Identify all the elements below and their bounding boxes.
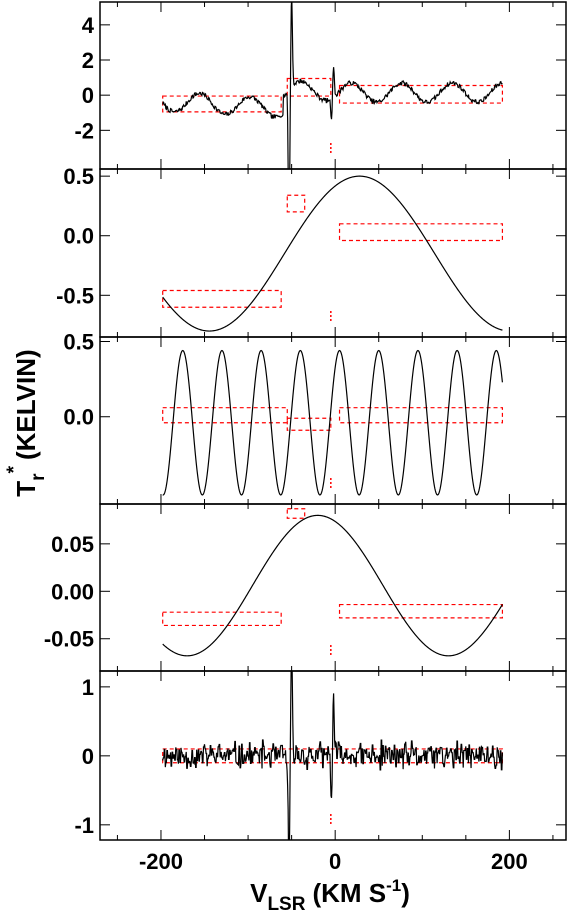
spectrum-line — [162, 175, 503, 332]
y-tick-label: 0.5 — [63, 330, 94, 355]
panel-content — [162, 349, 504, 496]
y-tick-label: 0.05 — [51, 532, 94, 557]
x-tick-label: 200 — [491, 849, 528, 874]
fit-window-box — [338, 223, 504, 242]
y-tick-label: 0.0 — [63, 405, 94, 430]
fit-window-box — [286, 194, 306, 213]
x-axis-title-close: ) — [401, 878, 410, 908]
fit-window-box — [338, 84, 504, 104]
y-tick-label: -0.5 — [56, 283, 94, 308]
fit-window-box — [338, 603, 504, 619]
spectrum-line — [162, 349, 504, 496]
y-tick-label: 2 — [82, 48, 94, 73]
panels-group: 4 2 0 -2 0.5 0.0 -0.5 0.5 0.0 0.05 0.00 -0.05 1 0 -1 -2… — [44, 1, 567, 874]
panel-frame — [99, 168, 567, 338]
y-axis-title-main: T — [11, 481, 41, 497]
y-tick-label: 0.0 — [63, 224, 94, 249]
x-axis-title-main: V — [250, 878, 268, 908]
x-axis-title-units: (KM S — [312, 878, 386, 908]
panel-4: 0.05 0.00 -0.05 — [44, 503, 567, 672]
spectrum-line — [162, 514, 503, 657]
x-tick-label: 0 — [329, 849, 341, 874]
y-axis-title-units: (KELVIN) — [11, 349, 41, 460]
y-tick-label: 1 — [82, 675, 94, 700]
y-tick-label: 4 — [82, 13, 95, 38]
x-tick-label: -200 — [139, 849, 183, 874]
spectrum-line — [162, 671, 504, 840]
y-tick-label: -1 — [74, 813, 94, 838]
panel-content — [162, 671, 504, 840]
fit-window-box — [338, 407, 504, 424]
x-axis-title-exp: -1 — [386, 876, 401, 895]
y-tick-label: 0 — [82, 83, 94, 108]
panel-1: 4 2 0 -2 — [74, 1, 567, 170]
y-axis-title: Tr* (KELVIN) — [4, 349, 49, 496]
spectrum-line — [162, 2, 503, 169]
x-axis-title: VLSR (KM S-1) — [250, 876, 410, 912]
panel-frame — [99, 503, 567, 672]
panel-content — [162, 175, 504, 332]
panel-content — [162, 508, 504, 657]
fit-window-box — [162, 611, 282, 627]
fit-window-box — [286, 508, 306, 519]
panel-content — [162, 2, 504, 169]
y-tick-label: -2 — [74, 118, 94, 143]
y-axis-title-sub: r — [28, 473, 49, 481]
y-tick-label: 0 — [82, 744, 94, 769]
fit-window-box — [162, 289, 282, 308]
fit-window-box — [162, 407, 288, 424]
y-tick-label: 0.5 — [63, 164, 94, 189]
fit-window-box — [286, 417, 332, 431]
y-tick-label: 0.00 — [51, 579, 94, 604]
x-axis-title-sub: LSR — [267, 894, 305, 912]
panel-2: 0.5 0.0 -0.5 — [56, 164, 567, 338]
panel-3: 0.5 0.0 — [63, 330, 567, 505]
panel-frame — [99, 336, 567, 505]
y-axis-title-sup: * — [4, 465, 25, 473]
fit-window-box — [286, 77, 332, 97]
panel-5: 1 0 -1 -200 0 200 — [74, 670, 567, 874]
y-tick-label: -0.05 — [44, 627, 94, 652]
